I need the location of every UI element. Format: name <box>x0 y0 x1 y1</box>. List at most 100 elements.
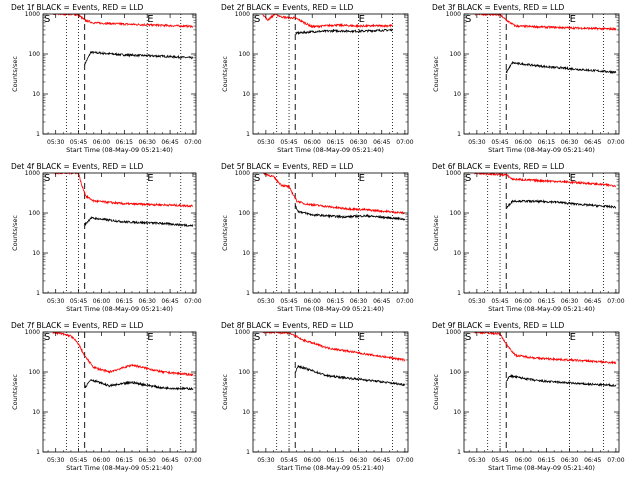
x-tick-label: 06:00 <box>304 457 321 464</box>
series-events-line <box>505 373 617 388</box>
end-marker: E <box>359 14 365 25</box>
y-tick-label: 1000 <box>446 11 461 18</box>
x-tick-label: 07:00 <box>396 298 413 305</box>
x-tick-label: 05:30 <box>47 139 64 146</box>
x-tick-label: 06:45 <box>373 457 390 464</box>
series-lld-line <box>473 173 616 188</box>
x-tick-label: 06:15 <box>327 298 344 305</box>
x-tick-label: 06:30 <box>350 139 367 146</box>
x-axis-label: Start Time (08-May-09 05:21:40) <box>277 146 384 154</box>
plot-area <box>52 173 194 228</box>
x-tick-label: 06:45 <box>584 457 601 464</box>
plot-area <box>262 14 393 36</box>
start-marker: S <box>465 173 471 184</box>
x-tick-label: 06:30 <box>350 298 367 305</box>
end-marker: E <box>570 332 576 343</box>
y-tick-label: 1000 <box>25 11 40 18</box>
panel-det-4: Det 4f BLACK = Events, RED = LLD 1 10 100 10… <box>11 162 202 313</box>
y-tick-label: 10 <box>242 91 250 98</box>
y-tick-label: 1000 <box>235 329 250 336</box>
y-tick-label: 1 <box>36 449 40 456</box>
y-tick-label: 100 <box>450 51 462 58</box>
start-marker: S <box>44 332 50 343</box>
series-lld-line <box>52 173 194 208</box>
plot-area <box>473 14 617 74</box>
y-tick-label: 100 <box>29 210 41 217</box>
x-tick-label: 06:45 <box>584 298 601 305</box>
panel-title: Det 2f BLACK = Events, RED = LLD <box>221 3 354 12</box>
panel-det-6: Det 6f BLACK = Events, RED = LLD 1 10 100 10… <box>432 162 625 313</box>
panel-title: Det 3f BLACK = Events, RED = LLD <box>432 3 565 12</box>
plot-area <box>473 332 617 388</box>
y-tick-label: 1000 <box>446 329 461 336</box>
x-tick-label: 05:45 <box>491 298 508 305</box>
x-tick-label: 05:45 <box>70 457 87 464</box>
plot-frame <box>42 331 197 453</box>
x-tick-label: 06:00 <box>515 298 532 305</box>
x-tick-label: 06:00 <box>93 457 110 464</box>
end-marker: E <box>359 332 365 343</box>
x-axis-label: Start Time (08-May-09 05:21:40) <box>277 305 384 313</box>
y-axis-label: Counts/sec <box>221 56 229 92</box>
y-tick-label: 1 <box>457 131 461 138</box>
series-lld-line <box>262 332 406 363</box>
plot-frame <box>42 13 197 135</box>
x-axis-label: Start Time (08-May-09 05:21:40) <box>488 146 595 154</box>
x-tick-label: 06:00 <box>304 298 321 305</box>
start-marker: S <box>465 14 471 25</box>
x-tick-label: 05:45 <box>280 298 297 305</box>
x-tick-label: 06:00 <box>93 139 110 146</box>
x-tick-label: 07:00 <box>607 457 624 464</box>
x-tick-label: 05:30 <box>257 139 274 146</box>
x-tick-label: 06:15 <box>538 139 555 146</box>
x-tick-label: 07:00 <box>184 457 201 464</box>
y-tick-label: 10 <box>453 409 461 416</box>
panel-title: Det 5f BLACK = Events, RED = LLD <box>221 162 354 171</box>
series-events-line <box>84 50 194 66</box>
y-tick-label: 100 <box>29 51 41 58</box>
start-marker: S <box>254 332 260 343</box>
start-marker: S <box>465 332 471 343</box>
series-events-line <box>505 60 617 74</box>
x-tick-label: 06:15 <box>327 457 344 464</box>
y-tick-label: 10 <box>32 409 40 416</box>
y-tick-label: 100 <box>239 51 251 58</box>
panel-title: Det 8f BLACK = Events, RED = LLD <box>221 321 354 330</box>
x-tick-label: 06:00 <box>304 139 321 146</box>
panel-title: Det 6f BLACK = Events, RED = LLD <box>432 162 565 171</box>
series-events-line <box>294 204 406 221</box>
panel-det-3: Det 3f BLACK = Events, RED = LLD 1 10 100 10… <box>432 3 625 154</box>
x-tick-label: 05:30 <box>468 298 485 305</box>
y-tick-label: 100 <box>239 210 251 217</box>
x-axis-label: Start Time (08-May-09 05:21:40) <box>488 305 595 313</box>
panel-title: Det 4f BLACK = Events, RED = LLD <box>11 162 144 171</box>
series-lld-line <box>52 332 194 377</box>
y-tick-label: 1000 <box>446 170 461 177</box>
plot-area <box>262 173 406 221</box>
y-tick-label: 1 <box>246 131 250 138</box>
end-marker: E <box>359 173 365 184</box>
panel-det-8: Det 8f BLACK = Events, RED = LLD 1 10 100 10… <box>221 321 414 472</box>
x-tick-label: 06:00 <box>93 298 110 305</box>
plot-frame <box>252 13 409 135</box>
series-events-line <box>295 28 393 36</box>
y-axis-label: Counts/sec <box>432 374 440 410</box>
panel-title: Det 7f BLACK = Events, RED = LLD <box>11 321 144 330</box>
x-tick-label: 05:45 <box>491 139 508 146</box>
x-tick-label: 06:30 <box>139 298 156 305</box>
y-tick-label: 10 <box>453 91 461 98</box>
x-tick-label: 05:45 <box>280 457 297 464</box>
panel-det-9: Det 9f BLACK = Events, RED = LLD 1 10 100 10… <box>432 321 625 472</box>
y-axis-label: Counts/sec <box>221 374 229 410</box>
x-tick-label: 06:15 <box>116 139 133 146</box>
plot-frame <box>252 331 409 453</box>
y-tick-label: 100 <box>29 369 41 376</box>
x-tick-label: 06:15 <box>116 457 133 464</box>
y-tick-label: 10 <box>32 250 40 257</box>
plot-frame <box>463 331 620 453</box>
x-tick-label: 06:15 <box>116 298 133 305</box>
x-tick-label: 07:00 <box>396 457 413 464</box>
y-tick-label: 1000 <box>25 170 40 177</box>
x-tick-label: 06:30 <box>139 457 156 464</box>
